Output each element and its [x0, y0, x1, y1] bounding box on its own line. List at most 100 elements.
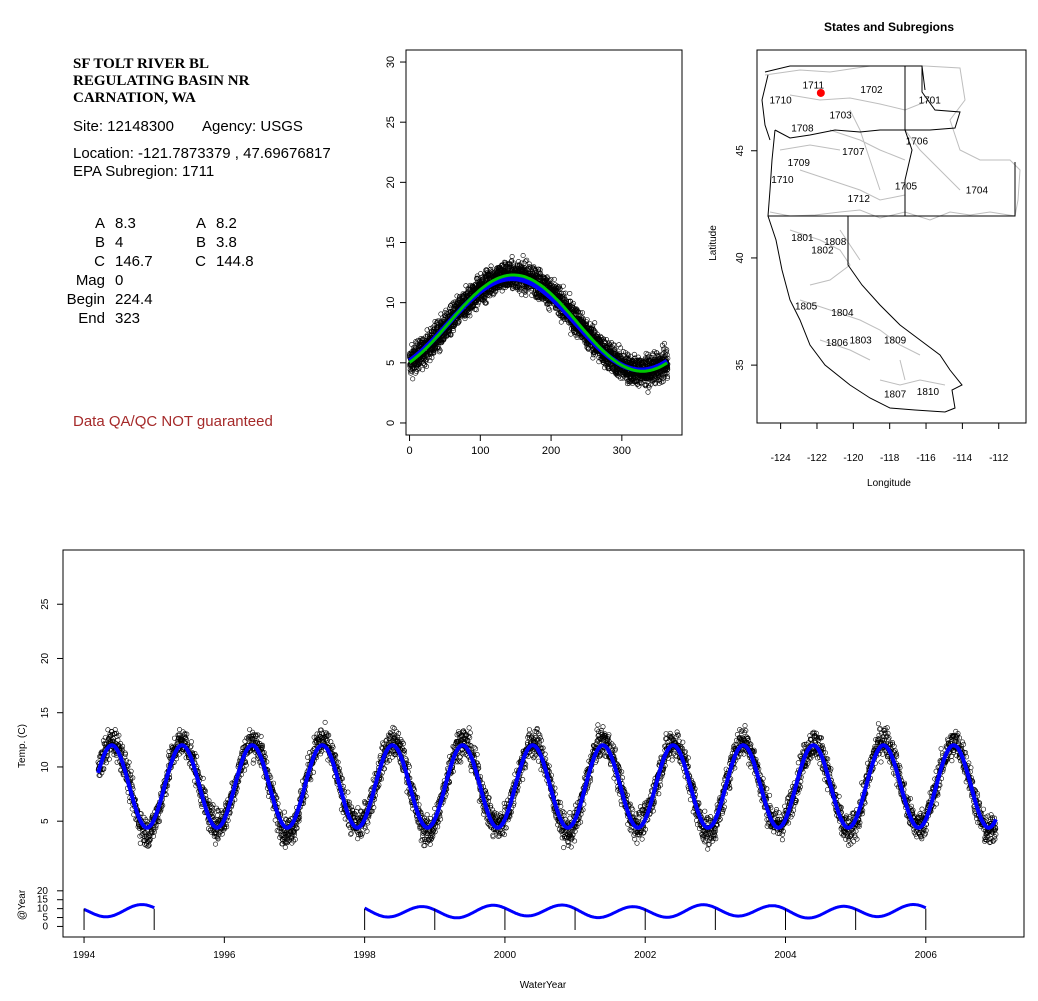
map-gray-subregions [779, 94, 961, 201]
doy-point [436, 349, 442, 355]
coef-value: 224.4 [115, 291, 153, 308]
subregion-label: 1805 [795, 301, 818, 312]
map-ytick-label: 45 [735, 145, 746, 157]
map-oregon [767, 129, 905, 217]
coef-label: C [94, 253, 105, 270]
subregion-label: 1710 [769, 96, 792, 107]
subregion-label: 1710 [771, 175, 794, 186]
doy-point [455, 319, 461, 325]
doy-point [450, 325, 456, 331]
doy-point [419, 367, 425, 373]
doy-point [488, 263, 494, 269]
coef-value: 323 [115, 310, 141, 327]
subregion-label: 1703 [829, 111, 852, 122]
coef-row: Begin 224.4 [60, 290, 153, 309]
doy-point [444, 332, 450, 338]
doy-point [448, 331, 454, 337]
subregion-label: 1807 [884, 389, 907, 400]
ts-point [250, 760, 256, 766]
doy-point [487, 293, 493, 299]
doy-point [429, 355, 435, 361]
ts-point [114, 759, 120, 765]
doy-point [417, 361, 423, 367]
subregion-label: 1804 [831, 308, 854, 319]
doy-point [546, 306, 552, 312]
doy-point [474, 273, 480, 279]
doy-ytick-label: 20 [385, 176, 397, 188]
map-xtick-label: -120 [843, 453, 863, 464]
location: Location: -121.7873379 , 47.69676817 [73, 145, 331, 162]
doy-point [488, 266, 494, 272]
site-name-line: SF TOLT RIVER BL [73, 56, 210, 72]
doy-point [423, 363, 429, 369]
ts-point [123, 758, 129, 764]
doy-point [437, 347, 443, 353]
coef-value: 144.8 [216, 253, 254, 270]
doy-point [451, 323, 457, 329]
coef-label: A [195, 215, 206, 232]
doy-point [567, 290, 573, 296]
coef-value: 0 [115, 272, 124, 289]
subregion-label: 1705 [895, 181, 918, 192]
doy-point [520, 253, 526, 259]
subregion-label: 1810 [917, 387, 940, 398]
ts-point [322, 719, 328, 725]
doy-point [551, 276, 557, 282]
ts-point [200, 775, 206, 781]
ts-point [151, 829, 157, 835]
doy-point [547, 307, 553, 313]
subregion-label: 1707 [842, 147, 865, 158]
map-xtick-label: -122 [807, 453, 827, 464]
doy-point [499, 288, 505, 294]
doy-point [422, 362, 428, 368]
coef-value: 8.2 [216, 215, 237, 232]
doy-point [478, 271, 484, 277]
subregion-label: 1701 [919, 96, 942, 107]
ts-point [391, 725, 397, 731]
map-subregion-labels: 1711 170217011710170317081706170717091710… [769, 81, 988, 401]
site-location-dot [816, 88, 825, 97]
doy-xtick-label: 300 [613, 445, 631, 457]
doy-point [490, 292, 496, 298]
coefficients-right: A 8.2 B 3.8 C 144.8 [188, 214, 254, 271]
site-name-line: CARNATION, WA [73, 90, 196, 106]
coef-label: B [195, 234, 206, 251]
subregion-label: 1806 [826, 338, 849, 349]
doy-ytick-label: 0 [385, 420, 397, 426]
coef-row: A 8.3 [60, 214, 153, 233]
ts-point [345, 789, 351, 795]
ts-point [188, 739, 194, 745]
doy-point [523, 292, 529, 298]
subregion-label: 1709 [788, 158, 811, 169]
ts-points [95, 719, 999, 852]
doy-ytick-label: 10 [385, 297, 397, 309]
coef-label: C [195, 253, 206, 270]
subregion-label: 1809 [884, 336, 907, 347]
coef-row: C 146.7 [60, 252, 152, 271]
doy-point [409, 341, 415, 347]
doy-point [427, 326, 433, 332]
map-xlabel: Longitude [867, 478, 911, 489]
doy-xtick-label: 200 [542, 445, 560, 457]
doy-point [443, 307, 449, 313]
doy-point [465, 312, 471, 318]
map-xtick-label: -124 [771, 453, 791, 464]
doy-ytick-label: 30 [385, 56, 397, 68]
ts-point [247, 727, 253, 733]
subregion-label: 1801 [791, 233, 814, 244]
map-ylabel: Latitude [708, 225, 719, 261]
doy-point [467, 313, 473, 319]
doy-point [483, 300, 489, 306]
ts-point [215, 812, 221, 818]
doy-xtick-label: 100 [471, 445, 489, 457]
subregion-label: 1708 [791, 124, 814, 135]
site-name-line: REGULATING BASIN NR [73, 73, 250, 89]
doy-point [473, 307, 479, 313]
doy-point [431, 350, 437, 356]
ts-point [213, 841, 219, 847]
doy-point [409, 368, 415, 374]
coef-value: 8.3 [115, 215, 136, 232]
